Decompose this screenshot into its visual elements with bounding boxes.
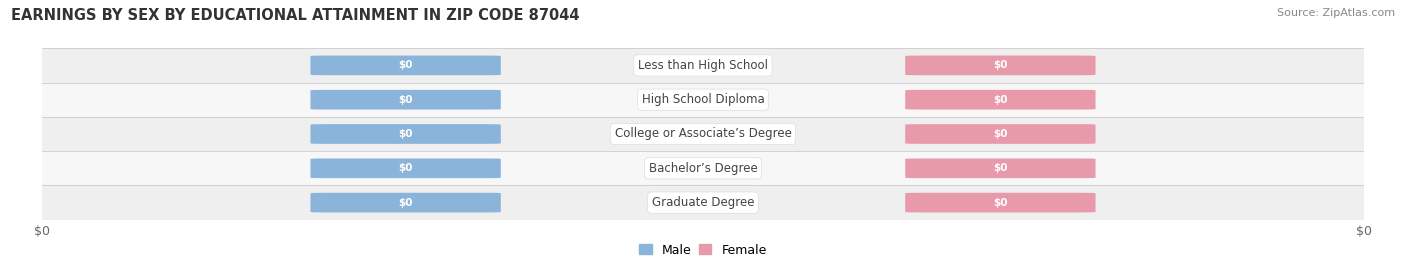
Text: $0: $0 <box>993 163 1008 173</box>
FancyBboxPatch shape <box>905 124 1095 144</box>
FancyBboxPatch shape <box>905 55 1095 75</box>
Bar <box>42 83 1364 117</box>
Text: College or Associate’s Degree: College or Associate’s Degree <box>614 128 792 140</box>
FancyBboxPatch shape <box>311 124 501 144</box>
Legend: Male, Female: Male, Female <box>634 239 772 262</box>
Text: $0: $0 <box>398 60 413 70</box>
Text: Source: ZipAtlas.com: Source: ZipAtlas.com <box>1277 8 1395 18</box>
FancyBboxPatch shape <box>311 158 501 178</box>
FancyBboxPatch shape <box>905 193 1095 213</box>
Text: High School Diploma: High School Diploma <box>641 93 765 106</box>
Text: $0: $0 <box>398 163 413 173</box>
Text: $0: $0 <box>993 60 1008 70</box>
FancyBboxPatch shape <box>311 55 501 75</box>
Text: $0: $0 <box>398 198 413 208</box>
Text: $0: $0 <box>398 95 413 105</box>
Text: EARNINGS BY SEX BY EDUCATIONAL ATTAINMENT IN ZIP CODE 87044: EARNINGS BY SEX BY EDUCATIONAL ATTAINMEN… <box>11 8 579 23</box>
Text: Less than High School: Less than High School <box>638 59 768 72</box>
Text: Graduate Degree: Graduate Degree <box>652 196 754 209</box>
FancyBboxPatch shape <box>905 90 1095 110</box>
FancyBboxPatch shape <box>311 193 501 213</box>
FancyBboxPatch shape <box>311 90 501 110</box>
Bar <box>42 151 1364 185</box>
Bar <box>42 48 1364 83</box>
Bar <box>42 117 1364 151</box>
Text: $0: $0 <box>993 198 1008 208</box>
Text: Bachelor’s Degree: Bachelor’s Degree <box>648 162 758 175</box>
Text: $0: $0 <box>398 129 413 139</box>
Text: $0: $0 <box>993 129 1008 139</box>
Text: $0: $0 <box>993 95 1008 105</box>
Bar <box>42 185 1364 220</box>
FancyBboxPatch shape <box>905 158 1095 178</box>
